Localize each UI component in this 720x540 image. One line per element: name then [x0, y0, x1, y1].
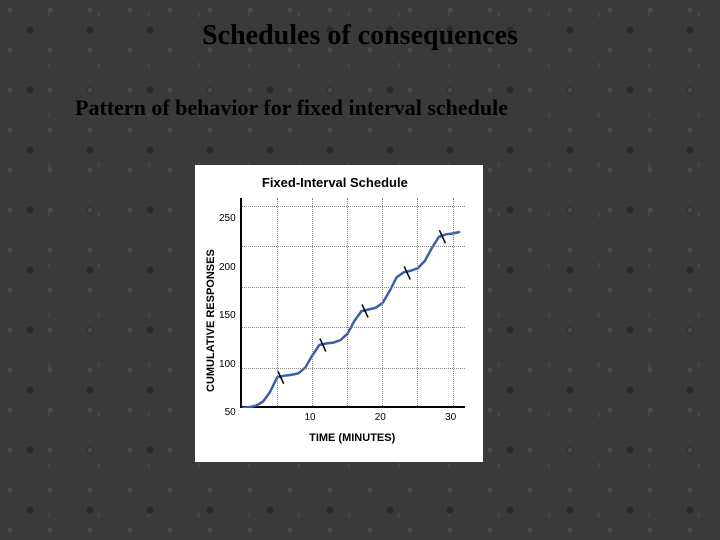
x-tick: 20: [375, 412, 386, 423]
chart-container: Fixed-Interval Schedule CUMULATIVE RESPO…: [195, 165, 483, 462]
grid-hline: [242, 206, 465, 207]
chart-svg: [242, 198, 467, 408]
x-tick-labels: 10 20 30: [240, 412, 465, 426]
response-curve: [242, 232, 460, 408]
y-tick-labels: 25020015010050: [219, 198, 240, 408]
grid-hline: [242, 368, 465, 369]
slide-subtitle: Pattern of behavior for fixed interval s…: [75, 95, 508, 121]
grid-hline: [242, 246, 465, 247]
grid-vline: [382, 198, 383, 406]
grid-vline: [347, 198, 348, 406]
grid-vline: [417, 198, 418, 406]
grid-vline: [312, 198, 313, 406]
x-tick: 10: [304, 412, 315, 423]
chart-title: Fixed-Interval Schedule: [205, 175, 465, 190]
grid-hline: [242, 327, 465, 328]
y-axis-label: CUMULATIVE RESPONSES: [205, 198, 217, 444]
slide-title: Schedules of consequences: [0, 20, 720, 52]
plot-area: [240, 198, 465, 408]
x-axis-label: TIME (MINUTES): [240, 432, 465, 444]
chart-inner: CUMULATIVE RESPONSES 25020015010050 10 20…: [205, 198, 465, 444]
x-tick: 30: [445, 412, 456, 423]
grid-vline: [277, 198, 278, 406]
grid-hline: [242, 287, 465, 288]
grid-vline: [453, 198, 454, 406]
